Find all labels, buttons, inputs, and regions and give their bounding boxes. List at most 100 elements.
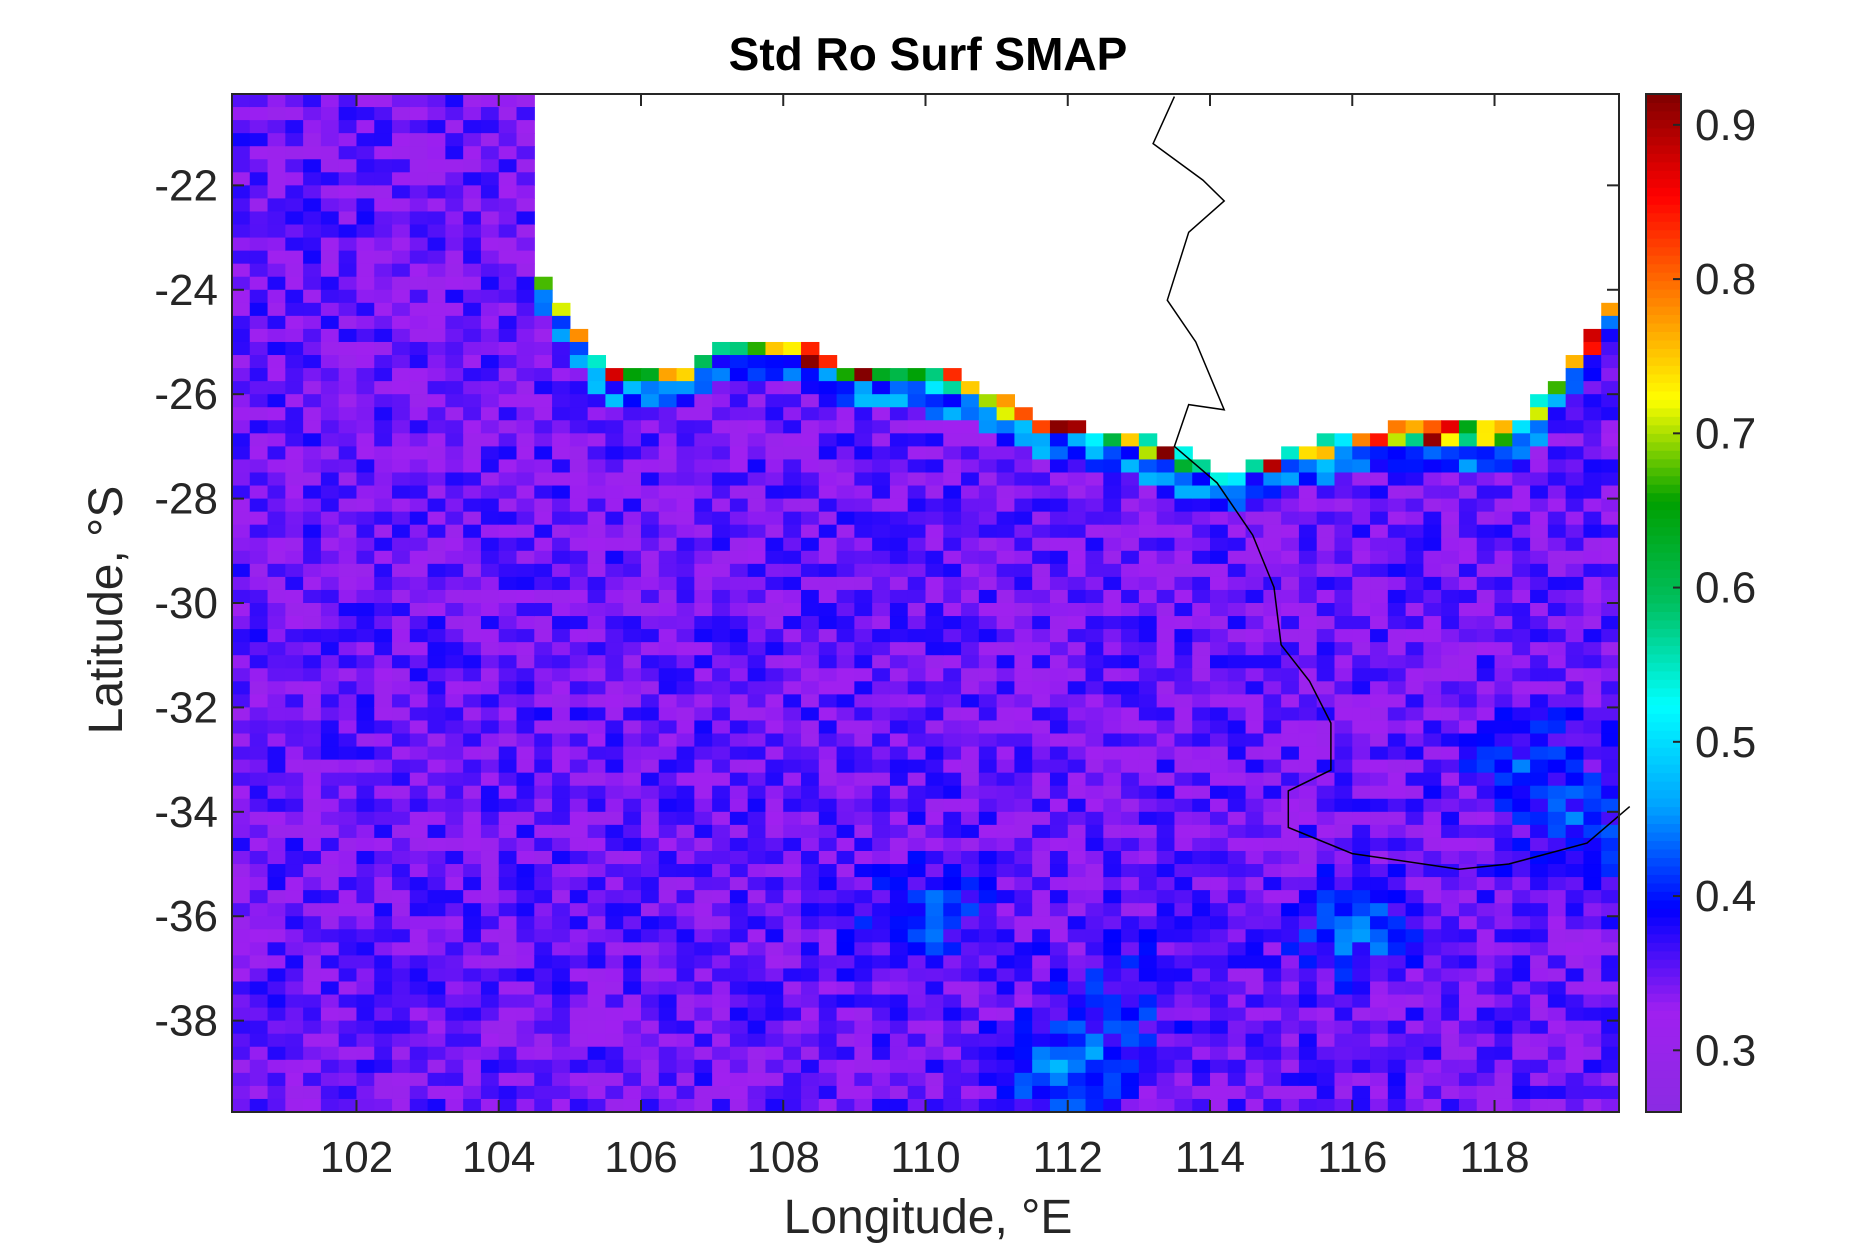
heatmap-cell [907, 707, 927, 722]
heatmap-cell [587, 981, 607, 996]
heatmap-cell [765, 903, 784, 917]
heatmap-cell [1316, 968, 1336, 983]
heatmap-cell [285, 798, 304, 813]
heatmap-cell [1281, 485, 1300, 500]
heatmap-cell [854, 603, 873, 617]
heatmap-cell [338, 824, 358, 839]
heatmap-cell [1601, 446, 1620, 461]
heatmap-cell [1032, 798, 1051, 813]
heatmap-cell [783, 877, 802, 891]
heatmap-cell [1138, 837, 1158, 852]
heatmap-cell [1085, 929, 1104, 943]
heatmap-cell [392, 981, 411, 996]
heatmap-cell [854, 563, 873, 578]
heatmap-cell [729, 850, 749, 865]
heatmap-cell [729, 759, 749, 774]
heatmap-cell [1547, 981, 1567, 996]
heatmap-cell [392, 1072, 411, 1087]
heatmap-cell [1512, 759, 1531, 774]
heatmap-cell [1494, 498, 1513, 513]
heatmap-cell [907, 368, 927, 382]
heatmap-cell [765, 890, 784, 904]
heatmap-cell [996, 616, 1016, 630]
heatmap-cell [1476, 798, 1496, 813]
heatmap-cell [1263, 616, 1282, 630]
heatmap-cell [640, 864, 660, 878]
colorbar-segment [1646, 789, 1681, 799]
heatmap-cell [1192, 681, 1211, 695]
heatmap-cell [1085, 681, 1104, 695]
heatmap-cell [1387, 485, 1407, 500]
heatmap-cell [1405, 485, 1424, 500]
heatmap-cell [463, 759, 482, 774]
heatmap-cell [409, 1098, 429, 1113]
heatmap-cell [605, 433, 624, 447]
heatmap-cell [1370, 916, 1389, 930]
heatmap-cell [463, 589, 482, 604]
heatmap-cell [1583, 1098, 1602, 1113]
heatmap-cell [303, 877, 322, 891]
heatmap-cell [1316, 759, 1336, 774]
heatmap-cell [1085, 446, 1104, 461]
heatmap-cell [1530, 798, 1549, 813]
heatmap-cell [534, 1033, 553, 1048]
heatmap-cell [409, 668, 429, 682]
heatmap-cell [1494, 1072, 1513, 1087]
heatmap-cell [712, 655, 731, 669]
heatmap-cell [1565, 746, 1585, 761]
heatmap-cell [925, 576, 944, 591]
heatmap-cell [232, 1007, 251, 1022]
heatmap-cell [1494, 824, 1513, 839]
heatmap-cell [1458, 603, 1478, 617]
heatmap-cell [338, 211, 358, 226]
heatmap-cell [498, 994, 518, 1009]
heatmap-cell [1103, 1098, 1122, 1113]
heatmap-cell [1085, 537, 1104, 552]
heatmap-cell [1032, 1007, 1051, 1022]
heatmap-cell [854, 1046, 873, 1061]
heatmap-cell [1316, 655, 1336, 669]
heatmap-cell [267, 942, 286, 956]
heatmap-cell [872, 929, 891, 943]
heatmap-cell [1601, 811, 1620, 826]
heatmap-cell [356, 107, 375, 121]
heatmap-cell [783, 1020, 802, 1035]
heatmap-cell [463, 850, 482, 865]
colorbar-segment [1646, 467, 1681, 477]
heatmap-cell [801, 942, 820, 956]
heatmap-cell [285, 603, 304, 617]
heatmap-cell [445, 694, 464, 709]
heatmap-cell [640, 524, 660, 539]
heatmap-cell [925, 642, 944, 656]
heatmap-cell [925, 498, 944, 513]
heatmap-cell [729, 707, 749, 722]
heatmap-cell [783, 1046, 802, 1061]
heatmap-cell [961, 1072, 980, 1087]
heatmap-cell [232, 629, 251, 643]
heatmap-cell [1298, 994, 1318, 1009]
heatmap-cell [1103, 746, 1122, 761]
heatmap-cell [747, 942, 767, 956]
heatmap-cell [623, 694, 642, 709]
heatmap-cell [1316, 472, 1336, 487]
heatmap-cell [445, 341, 464, 356]
heatmap-cell [249, 120, 269, 134]
heatmap-cell [569, 903, 589, 917]
heatmap-cell [783, 381, 802, 395]
heatmap-cell [1458, 903, 1478, 917]
heatmap-cell [623, 877, 642, 891]
heatmap-cell [1565, 537, 1585, 552]
heatmap-cell [249, 642, 269, 656]
heatmap-cell [783, 459, 802, 474]
heatmap-cell [1405, 589, 1424, 604]
heatmap-cell [943, 1072, 962, 1087]
heatmap-cell [1049, 707, 1069, 722]
heatmap-cell [889, 485, 909, 500]
heatmap-cell [463, 890, 482, 904]
heatmap-cell [285, 368, 304, 382]
heatmap-cell [747, 368, 767, 382]
heatmap-cell [232, 563, 251, 578]
heatmap-cell [1601, 707, 1620, 722]
heatmap-cell [676, 877, 695, 891]
heatmap-cell [569, 1033, 589, 1048]
